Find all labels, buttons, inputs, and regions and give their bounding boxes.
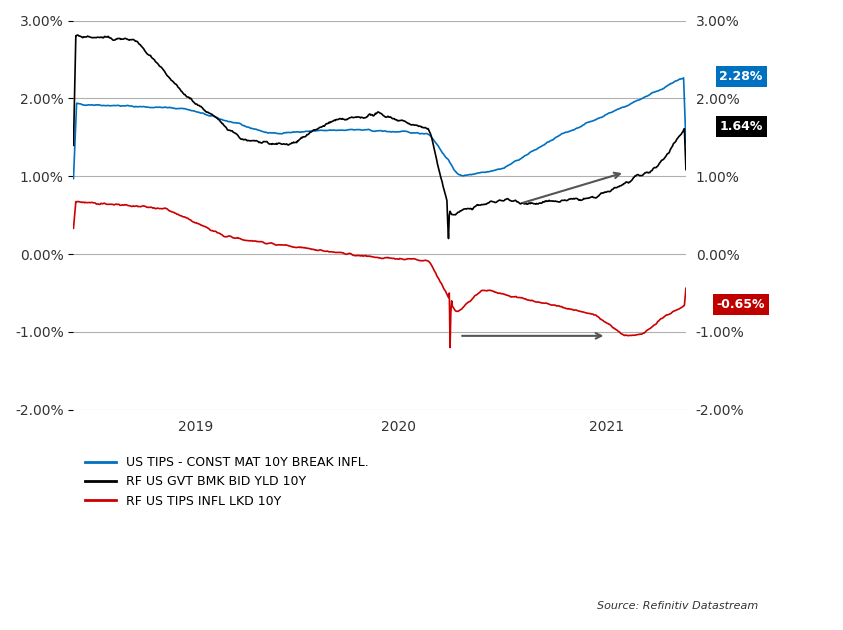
Text: 2.28%: 2.28% [719,70,763,83]
Text: 1.64%: 1.64% [719,120,763,133]
Text: Source: Refinitiv Datastream: Source: Refinitiv Datastream [598,601,759,611]
Text: -0.65%: -0.65% [717,298,765,311]
Legend: US TIPS - CONST MAT 10Y BREAK INFL., RF US GVT BMK BID YLD 10Y, RF US TIPS INFL : US TIPS - CONST MAT 10Y BREAK INFL., RF … [80,451,373,513]
